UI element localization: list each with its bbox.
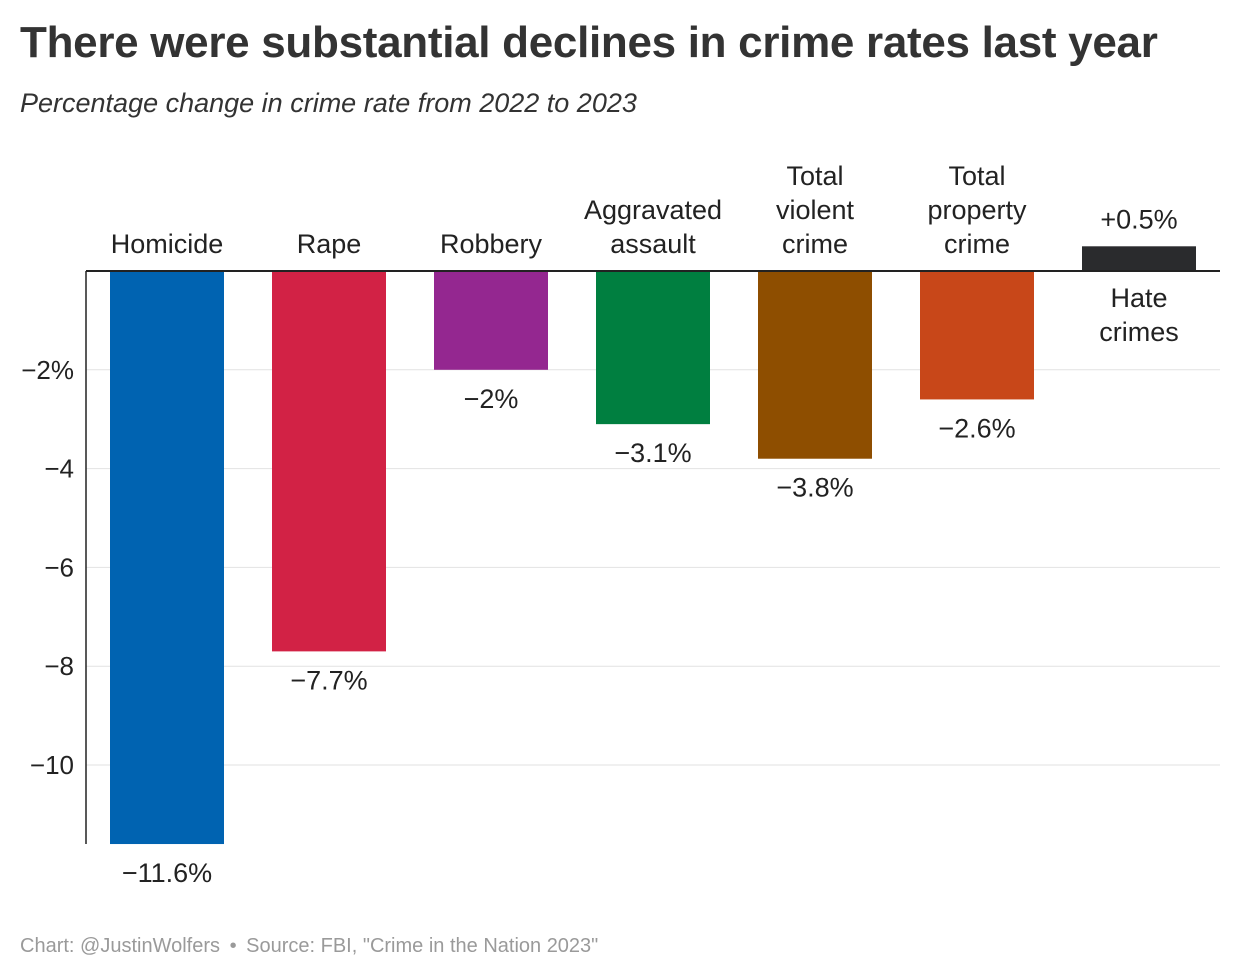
bar: [1082, 246, 1196, 271]
value-label: −2.6%: [938, 413, 1015, 443]
value-label: −3.8%: [776, 473, 853, 503]
value-label: +0.5%: [1100, 204, 1177, 234]
chart-source: Source: FBI, "Crime in the Nation 2023": [246, 935, 599, 957]
category-label: Total: [948, 161, 1005, 191]
bar: [596, 271, 710, 425]
y-tick-label: −8: [44, 651, 74, 681]
category-label: Rape: [297, 229, 362, 259]
value-label: −11.6%: [122, 858, 212, 888]
category-labels: Homicide Rape Robbery Aggravated assault Tota…: [111, 161, 1179, 347]
y-tick-label: −4: [44, 454, 74, 484]
category-label: Hate: [1110, 283, 1167, 313]
category-label: property: [927, 195, 1027, 225]
category-label: violent: [776, 195, 855, 225]
category-label: Total: [786, 161, 843, 191]
bar: [110, 271, 224, 845]
bar: [434, 271, 548, 370]
y-tick-label: −2%: [21, 355, 74, 385]
category-label: Robbery: [440, 229, 543, 259]
value-label: −7.7%: [290, 665, 367, 695]
category-label: crimes: [1099, 317, 1179, 347]
value-label: −3.1%: [614, 438, 691, 468]
chart-credit: Chart: @JustinWolfers: [20, 935, 220, 957]
category-label: assault: [610, 229, 696, 259]
value-label: −2%: [464, 384, 519, 414]
bar: [758, 271, 872, 459]
chart-subtitle: Percentage change in crime rate from 202…: [20, 88, 637, 118]
y-axis: −2% −4 −6 −8 −10: [21, 271, 87, 845]
bar: [920, 271, 1034, 400]
y-tick-label: −10: [30, 750, 74, 780]
category-label: Homicide: [111, 229, 224, 259]
chart-footer: Chart: @JustinWolfers • Source: FBI, "Cr…: [20, 935, 598, 958]
y-tick-label: −6: [44, 552, 74, 582]
value-labels: −11.6% −7.7% −2% −3.1% −3.8% −2.6% +0.5%: [122, 204, 1178, 888]
chart-title: There were substantial declines in crime…: [20, 18, 1158, 67]
category-label: Aggravated: [584, 195, 722, 225]
gridlines: [86, 369, 1220, 766]
bars: [110, 246, 1196, 845]
bar: [272, 271, 386, 652]
category-label: crime: [944, 229, 1010, 259]
category-label: crime: [782, 229, 848, 259]
footer-separator: •: [229, 935, 237, 957]
